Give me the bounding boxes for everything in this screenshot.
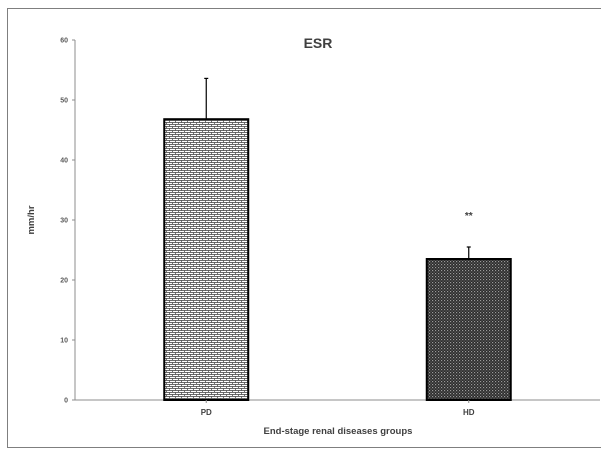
y-tick-label: 20 [60, 278, 68, 285]
significance-label-hd: ** [465, 211, 473, 222]
bar-hd [425, 258, 512, 401]
bars: ** [163, 77, 512, 401]
y-tick-label: 40 [60, 158, 68, 165]
x-axis-title: End-stage renal diseases groups [264, 426, 413, 437]
category-labels: PD HD [201, 400, 475, 417]
y-tick-label: 30 [60, 218, 68, 225]
category-label-pd: PD [201, 408, 212, 417]
y-tick-label: 10 [60, 338, 68, 345]
y-tick-label: 50 [60, 98, 68, 105]
category-label-hd: HD [463, 408, 475, 417]
bar-pd [163, 118, 250, 401]
y-tick-labels: 0 10 20 30 40 50 60 [60, 38, 75, 405]
y-axis-title: mm/hr [26, 205, 37, 234]
y-tick-label: 60 [60, 38, 68, 45]
chart-title: ESR [304, 35, 333, 51]
y-tick-label: 0 [64, 398, 68, 405]
